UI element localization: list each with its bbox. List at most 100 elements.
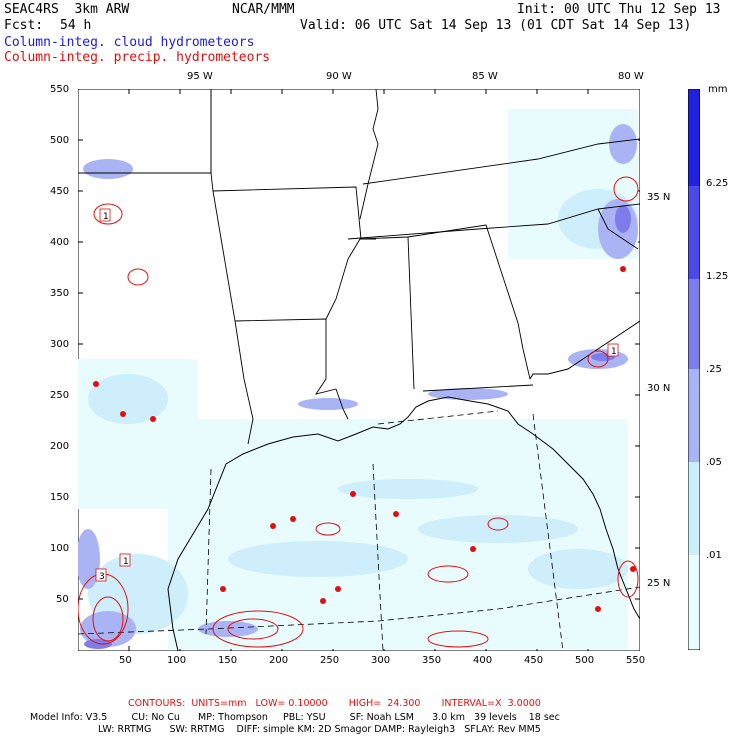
lat-label-25n: 25 N [647, 578, 671, 589]
y-tick: 250 [50, 390, 70, 401]
boundary-louisiana-texas [212, 190, 254, 445]
precip-cell [220, 586, 226, 592]
colorbar-level: .05 [706, 457, 722, 468]
y-tick: 300 [50, 339, 70, 350]
cloud-shade-mid [298, 398, 358, 410]
boundary-missouri [359, 89, 379, 220]
cloud-shade-mid [83, 159, 133, 179]
precip-contour [315, 522, 341, 536]
lon-label-95w: 95 W [187, 71, 213, 82]
grid-line [372, 463, 384, 651]
precip-cell [335, 586, 341, 592]
cloud-hydrometeor-shading [78, 109, 638, 649]
y-tick: 50 [56, 594, 69, 605]
lat-label-30n: 30 N [647, 383, 671, 394]
colorbar-segment [688, 89, 700, 186]
contour-label-box [95, 568, 107, 582]
atlantic-coastline [529, 320, 640, 380]
boundary-carolinas [597, 208, 639, 250]
domain-grid-lines [78, 410, 640, 651]
precip-contour [92, 596, 124, 642]
precip-cell [350, 491, 356, 497]
x-tick: 400 [473, 655, 493, 666]
cloud-shade-mid [80, 611, 136, 647]
model-info-line1: Model Info: V3.5 CU: No Cu MP: Thompson … [30, 712, 560, 723]
cloud-shade-band [338, 479, 478, 499]
init-time: Init: 00 UTC Thu 12 Sep 13 [517, 2, 721, 17]
precip-contour [227, 618, 279, 640]
model-info-line2: LW: RRTMG SW: RRTMG DIFF: simple KM: 2D … [98, 724, 541, 735]
colorbar-segment [688, 186, 700, 279]
precip-contour [487, 517, 509, 531]
colorbar-units: mm [708, 84, 728, 95]
x-tick: 250 [320, 655, 340, 666]
cloud-shade-band [528, 549, 628, 589]
precip-cell [270, 523, 276, 529]
precip-cell [630, 566, 636, 572]
precip-cell [290, 516, 296, 522]
cloud-shade-mid [78, 529, 100, 589]
precip-contour [427, 565, 469, 583]
colorbar-level: 6.25 [706, 178, 729, 189]
x-tick: 100 [167, 655, 187, 666]
y-tick: 450 [50, 186, 70, 197]
colorbar-segment [688, 462, 700, 555]
lon-label-90w: 90 W [326, 71, 352, 82]
y-tick: 150 [50, 492, 70, 503]
precip-cell [93, 381, 99, 387]
cloud-shade-band [228, 541, 408, 577]
y-tick: 500 [50, 135, 70, 146]
x-tick: 200 [269, 655, 289, 666]
gulf-coastline [167, 396, 640, 651]
x-tick: 150 [218, 655, 238, 666]
x-tick: 550 [626, 655, 646, 666]
cloud-shade-mid [609, 124, 637, 164]
contour-label: 3 [99, 572, 105, 582]
precip-contour [127, 268, 149, 286]
lon-label-85w: 85 W [472, 71, 498, 82]
contour-label: 1 [611, 347, 617, 357]
boundary-mississippi-river [325, 236, 409, 320]
boundary-tennessee-kentucky [362, 138, 640, 185]
boundary-florida-panhandle [422, 384, 534, 392]
grid-line [205, 468, 212, 635]
colorbar-level: .01 [706, 550, 722, 561]
colorbar-level: 1.25 [706, 271, 729, 282]
x-tick: 450 [524, 655, 544, 666]
precip-cell [320, 598, 326, 604]
grid-line [78, 586, 640, 635]
forecast-label: Fcst: [4, 18, 44, 33]
y-tick: 550 [50, 84, 70, 95]
boundary-tennessee-south [347, 203, 640, 240]
precip-contour [427, 630, 489, 648]
contour-label: 1 [103, 212, 109, 222]
forecast-hours: 54 h [60, 18, 92, 33]
state-boundaries [78, 89, 640, 445]
colorbar-segment [688, 279, 700, 369]
cloud-shade-band [418, 515, 578, 543]
boundary-alabama-georgia [407, 224, 531, 380]
x-tick: 50 [119, 655, 132, 666]
precip-cell [393, 511, 399, 517]
field-cloud-label: Column-integ. cloud hydrometeors [4, 35, 255, 50]
x-tick: 500 [575, 655, 595, 666]
precip-cells [93, 266, 636, 612]
precip-cell [620, 266, 626, 272]
lat-label-35n: 35 N [647, 192, 671, 203]
precip-contour [93, 203, 123, 225]
contour-info: CONTOURS: UNITS=mm LOW= 0.10000 HIGH= 24… [128, 698, 541, 709]
map-panel: 1 1 3 1 [78, 89, 640, 651]
contour-label-box [607, 343, 619, 357]
contour-label: 1 [123, 557, 129, 567]
precip-contour [617, 560, 639, 598]
boundary-mississippi-alabama [407, 236, 415, 390]
y-tick: 350 [50, 288, 70, 299]
y-tick: 200 [50, 441, 70, 452]
precip-cell [150, 416, 156, 422]
coastline [167, 320, 640, 651]
precip-contour [212, 610, 304, 648]
y-tick: 400 [50, 237, 70, 248]
colorbar-segment [688, 369, 700, 462]
x-tick: 350 [422, 655, 442, 666]
field-precip-label: Column-integ. precip. hydrometeors [4, 50, 271, 65]
